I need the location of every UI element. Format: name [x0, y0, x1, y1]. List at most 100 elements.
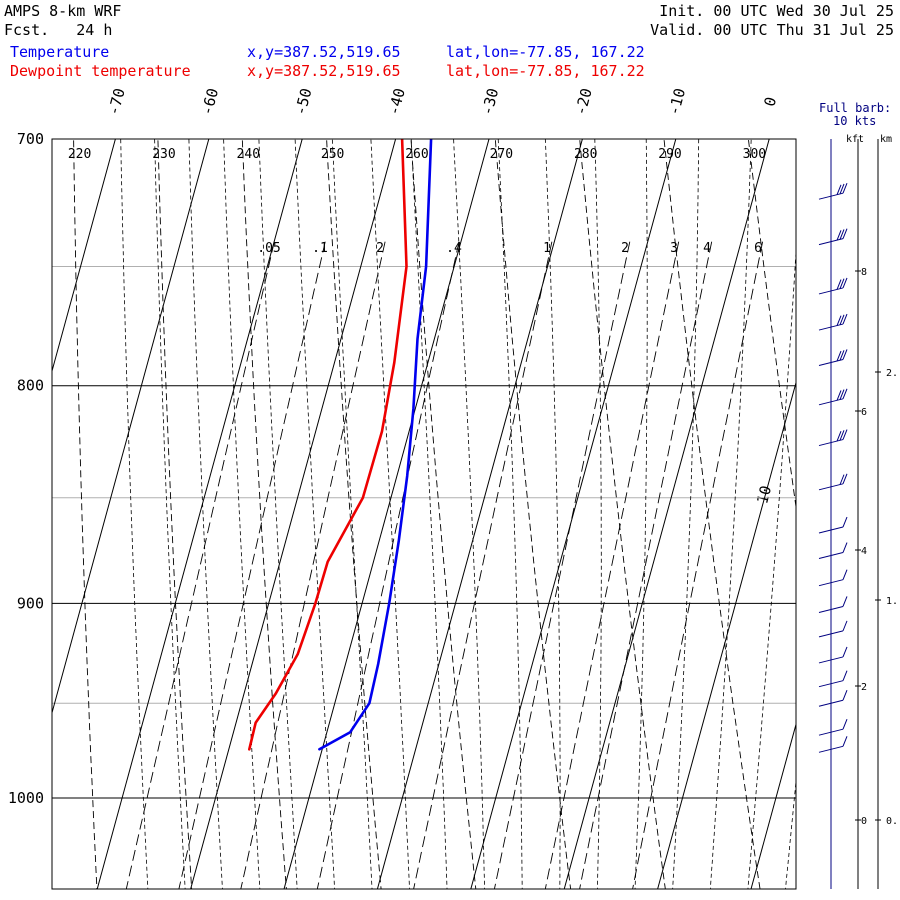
- wind-barb-staff: [818, 579, 844, 587]
- dry-adiabat-line: [326, 139, 382, 889]
- mixing-ratio-line: [240, 241, 386, 889]
- wind-barb-flag: [842, 646, 848, 658]
- wind-barb-staff: [818, 287, 844, 295]
- potential-temperature-label: 270: [490, 147, 513, 162]
- isotherm-label: -30: [478, 86, 502, 117]
- valid-time: Valid. 00 UTC Thu 31 Jul 25: [650, 21, 894, 39]
- isotherm-line: [283, 139, 490, 889]
- wind-barb-staff: [818, 483, 844, 491]
- kft-tick: 2: [861, 682, 868, 693]
- mixing-ratio-label: .05: [257, 241, 280, 256]
- potential-temperature-label: 260: [405, 147, 428, 162]
- wind-barb-staff: [818, 526, 844, 534]
- wind-barb-flag: [836, 279, 842, 290]
- wind-barb-flag: [842, 736, 848, 747]
- wind-barb-staff: [818, 745, 844, 753]
- isotherm-line: [96, 139, 303, 889]
- dry-adiabat-line: [663, 139, 761, 889]
- mixing-ratio-label: 3: [670, 241, 678, 256]
- moist-adiabat-line: [223, 139, 261, 889]
- dry-adiabat-line: [410, 139, 477, 889]
- wind-barb-flag: [842, 473, 848, 485]
- moist-adiabat-line: [634, 139, 648, 889]
- wind-barb-flag: [842, 429, 848, 440]
- wind-barb-subtitle: 10 kts: [833, 114, 877, 128]
- isotherm-label: 0: [761, 95, 781, 108]
- plot-frame: [51, 138, 797, 890]
- wind-barb-staff: [818, 358, 844, 366]
- wind-barb-flag: [842, 516, 848, 528]
- wind-barb-staff: [818, 398, 844, 406]
- moist-adiabat-line: [154, 139, 186, 889]
- wind-barb-flag: [842, 182, 848, 194]
- wind-barb-flag: [836, 184, 842, 195]
- wind-barb-flag: [842, 388, 848, 399]
- wind-barb-flag: [839, 278, 845, 289]
- wind-barb-flag: [836, 350, 842, 362]
- legend-temperature-latlon: lat,lon=-77.85, 167.22: [446, 43, 645, 61]
- mixing-ratio-line: [125, 241, 275, 889]
- wind-barb-flag: [839, 350, 845, 361]
- isotherm-line: [470, 139, 677, 889]
- isotherm-label: -40: [385, 86, 409, 117]
- wind-barb-staff: [818, 699, 844, 707]
- wind-barb-flag: [839, 389, 845, 400]
- dry-adiabat-line: [579, 139, 666, 889]
- isotherm-label: -50: [291, 86, 315, 117]
- wind-barb-flag: [842, 313, 848, 325]
- mixing-ratio-line: [632, 241, 764, 889]
- potential-temperature-label: 230: [152, 147, 175, 162]
- wind-barb-staff: [818, 728, 844, 736]
- potential-temperature-label: 240: [237, 147, 260, 162]
- mixing-ratio-label: 4: [703, 241, 711, 256]
- wind-barb-flag: [836, 230, 842, 241]
- dry-adiabat-line: [494, 139, 572, 889]
- wind-barb-flag: [842, 620, 848, 632]
- km-label: km: [880, 134, 893, 145]
- moist-adiabat-line: [497, 139, 523, 889]
- moist-adiabat-line: [544, 139, 561, 889]
- moist-adiabat-line: [188, 139, 223, 889]
- wind-barb-flag: [836, 430, 842, 442]
- moist-adiabat-line: [294, 139, 335, 889]
- wind-barb-staff: [818, 192, 844, 200]
- model-title: AMPS 8-km WRF: [4, 2, 122, 20]
- wind-barb-flag: [842, 690, 848, 701]
- moist-adiabat-line: [410, 139, 448, 889]
- pressure-tick-label: 700: [17, 130, 44, 148]
- wind-barb-staff: [818, 238, 844, 246]
- wind-barb-staff: [818, 323, 844, 331]
- wind-barb-staff: [818, 605, 844, 613]
- legend-dewpoint-latlon: lat,lon=-77.85, 167.22: [446, 62, 645, 80]
- isotherm-line: [376, 139, 583, 889]
- mixing-ratio-line: [579, 241, 713, 889]
- wind-barb-flag: [839, 183, 845, 195]
- isotherm-line: [0, 139, 22, 889]
- wind-barb-staff: [818, 680, 844, 688]
- isotherm-line: [52, 139, 116, 373]
- init-time: Init. 00 UTC Wed 30 Jul 25: [659, 2, 894, 20]
- mixing-ratio-line: [316, 241, 460, 889]
- wind-barb-flag: [839, 314, 845, 326]
- moist-adiabat-line: [785, 777, 796, 889]
- moist-adiabat-line: [370, 139, 410, 889]
- isotherm-label: 10: [753, 484, 775, 506]
- wind-barb-flag: [842, 349, 848, 360]
- pressure-tick-label: 1000: [8, 789, 44, 807]
- dry-adiabat-line: [826, 85, 900, 900]
- kft-tick: 6: [861, 407, 868, 418]
- moist-adiabat-line: [709, 139, 752, 889]
- kft-label: kft: [846, 134, 865, 145]
- isotherm-label: -10: [665, 86, 689, 117]
- potential-temperature-label: 290: [658, 147, 681, 162]
- moist-adiabat-line: [453, 139, 486, 889]
- wind-barb-staff: [818, 552, 844, 559]
- isotherm-label: -60: [198, 86, 222, 117]
- isotherm-line: [52, 139, 210, 715]
- mixing-ratio-line: [493, 241, 631, 889]
- wind-barb-flag: [842, 277, 848, 289]
- moist-adiabat-line: [258, 139, 298, 889]
- wind-barb-flag: [839, 229, 845, 240]
- km-tick: 2.: [886, 368, 899, 379]
